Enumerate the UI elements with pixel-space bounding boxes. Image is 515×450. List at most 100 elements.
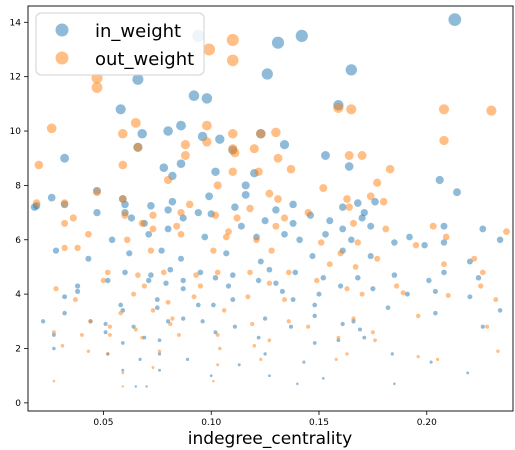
point-in-weight-70: [108, 236, 116, 244]
point-in-weight-49: [231, 203, 239, 211]
point-in-weight-118: [279, 288, 285, 294]
point-out-weight-139: [86, 349, 91, 353]
point-in-weight-144: [131, 324, 136, 329]
point-out-weight-62: [272, 222, 280, 230]
point-in-weight-126: [230, 297, 236, 303]
point-out-weight-77: [74, 244, 81, 252]
point-out-weight-59: [149, 225, 157, 233]
point-out-weight-48: [366, 192, 375, 201]
point-out-weight-28: [118, 160, 128, 170]
point-in-weight-115: [75, 288, 81, 294]
point-in-weight-83: [126, 250, 133, 257]
point-in-weight-95: [197, 269, 204, 276]
y-axis: 0 2 4 6 8 10 12 14: [10, 18, 28, 409]
point-in-weight-148: [288, 324, 294, 329]
point-out-weight-30: [254, 167, 263, 177]
point-in-weight-164: [138, 357, 142, 362]
point-out-weight-119: [351, 316, 356, 321]
point-in-weight-92: [122, 269, 128, 276]
point-in-weight-6: [132, 73, 144, 85]
point-in-weight-39: [147, 202, 155, 210]
point-in-weight-82: [52, 247, 60, 254]
point-in-weight-165: [157, 352, 162, 356]
point-out-weight-6: [438, 104, 450, 115]
point-in-weight-13: [137, 129, 147, 139]
point-in-weight-140: [433, 310, 438, 316]
point-in-weight-137: [262, 316, 268, 321]
point-in-weight-128: [312, 302, 318, 308]
point-in-weight-110: [273, 280, 279, 286]
point-out-weight-38: [118, 195, 127, 203]
point-in-weight-103: [74, 283, 81, 289]
point-in-weight-153: [103, 330, 108, 335]
point-out-weight-109: [282, 297, 287, 303]
point-in-weight-8: [201, 93, 213, 104]
point-in-weight-69: [406, 233, 413, 241]
point-in-weight-54: [358, 214, 366, 222]
y-tick-label: 6: [15, 236, 21, 246]
point-in-weight-160: [336, 338, 341, 343]
point-in-weight-90: [367, 253, 374, 260]
point-out-weight-108: [245, 294, 251, 300]
point-out-weight-120: [415, 313, 421, 319]
point-out-weight-113: [493, 297, 499, 303]
point-out-weight-122: [107, 324, 112, 329]
point-out-weight-73: [317, 239, 325, 246]
point-in-weight-59: [261, 217, 269, 225]
point-in-weight-119: [316, 291, 322, 297]
point-out-weight-132: [140, 335, 145, 340]
legend-label-in-weight: in_weight: [95, 21, 181, 42]
point-in-weight-71: [145, 230, 153, 238]
point-out-weight-37: [93, 188, 101, 197]
point-out-weight-137: [373, 338, 377, 343]
point-out-weight-74: [354, 239, 362, 246]
legend-marker-out-weight: [55, 51, 69, 65]
point-out-weight-17: [202, 137, 212, 147]
point-in-weight-112: [370, 286, 376, 292]
point-in-weight-53: [326, 217, 334, 225]
point-out-weight-94: [479, 269, 486, 276]
point-out-weight-4: [91, 82, 103, 93]
point-in-weight-173: [158, 368, 161, 372]
point-in-weight-5: [261, 68, 273, 80]
point-out-weight-68: [85, 230, 92, 238]
point-out-weight-84: [104, 269, 111, 276]
point-in-weight-106: [163, 280, 169, 286]
point-in-weight-75: [296, 236, 303, 244]
point-out-weight-29: [228, 167, 238, 177]
point-out-weight-152: [435, 357, 440, 362]
point-in-weight-167: [237, 363, 241, 367]
point-out-weight-57: [61, 219, 69, 227]
point-out-weight-128: [485, 324, 490, 329]
point-out-weight-135: [267, 338, 272, 343]
point-in-weight-41: [289, 200, 297, 209]
point-in-weight-44: [371, 197, 379, 206]
point-out-weight-79: [210, 247, 217, 254]
point-in-weight-180: [393, 382, 396, 386]
point-out-weight-101: [344, 286, 350, 292]
point-out-weight-123: [133, 327, 138, 332]
point-out-weight-124: [168, 321, 173, 327]
point-in-weight-77: [348, 236, 355, 244]
point-in-weight-40: [205, 192, 213, 201]
point-out-weight-97: [141, 283, 148, 289]
point-out-weight-131: [107, 332, 112, 337]
x-axis: 0.05 0.10 0.15 0.20: [93, 411, 437, 428]
x-tick-label: 0.05: [93, 418, 113, 428]
point-in-weight-107: [180, 277, 186, 284]
point-out-weight-35: [213, 181, 222, 190]
point-out-weight-71: [222, 233, 230, 241]
point-out-weight-149: [216, 363, 220, 367]
y-tick-label: 10: [10, 127, 22, 137]
legend-label-out-weight: out_weight: [95, 49, 194, 70]
point-in-weight-145: [181, 316, 186, 321]
point-in-weight-111: [337, 283, 344, 289]
point-in-weight-168: [263, 352, 267, 356]
x-tick-label: 0.20: [417, 418, 437, 428]
point-in-weight-177: [134, 385, 138, 388]
point-in-weight-2: [295, 29, 308, 43]
legend-marker-in-weight: [55, 23, 69, 37]
point-in-weight-158: [256, 335, 261, 340]
point-in-weight-61: [289, 219, 297, 227]
point-in-weight-7: [188, 90, 200, 101]
